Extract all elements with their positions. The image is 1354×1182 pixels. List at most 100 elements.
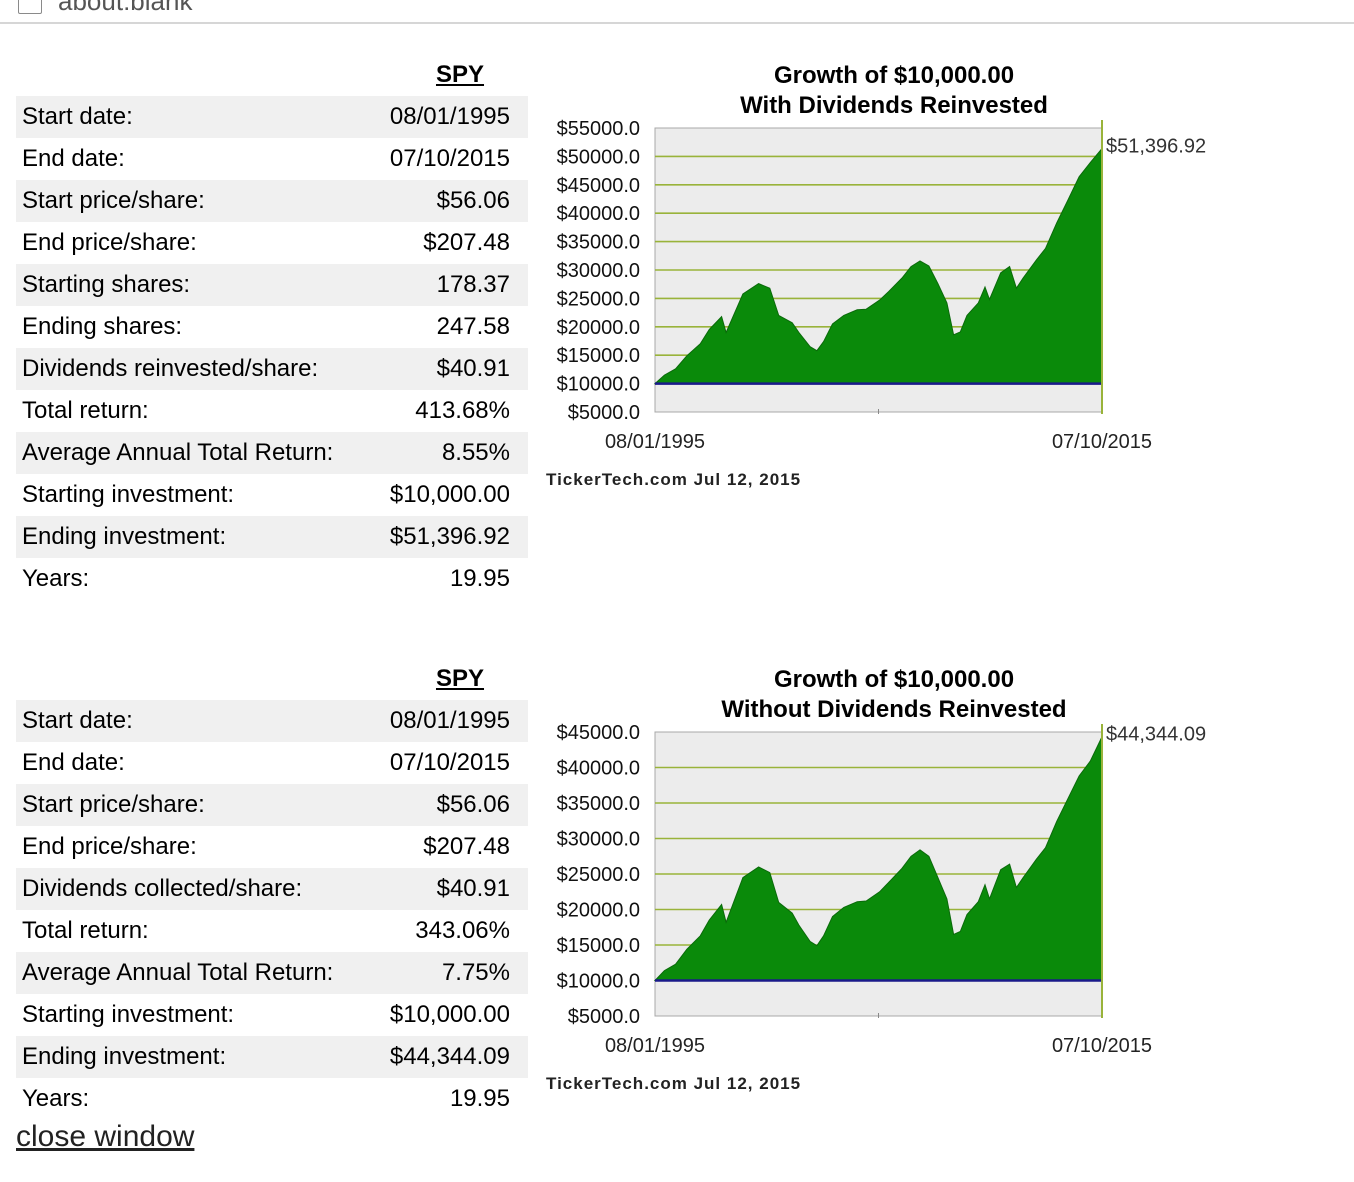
table-row: Start date: 08/01/1995 — [16, 700, 528, 742]
table-row: Years: 19.95 — [16, 558, 528, 600]
y-tick-label: $40000.0 — [557, 758, 640, 780]
url-text: about:blank — [58, 0, 193, 16]
x-start-label: 08/01/1995 — [605, 431, 705, 453]
page-icon — [18, 0, 42, 14]
row-label: End date: — [22, 145, 125, 172]
source-credit: TickerTech.com Jul 12, 2015 — [546, 470, 801, 489]
growth-area — [653, 736, 1103, 981]
row-value: 07/10/2015 — [389, 145, 510, 172]
table-row: Ending shares: 247.58 — [16, 306, 528, 348]
table-row: Years: 19.95 — [16, 1078, 528, 1120]
table-row: Total return: 413.68% — [16, 390, 528, 432]
row-value: 08/01/1995 — [374, 96, 528, 138]
table-row: Start date: 08/01/1995 — [16, 96, 528, 138]
y-tick-label: $15000.0 — [557, 345, 640, 367]
growth-area — [653, 147, 1103, 385]
table-row: End price/share: $207.48 — [16, 222, 528, 264]
row-label: Total return: — [22, 397, 149, 424]
row-label: Start price/share: — [16, 180, 375, 222]
stats-table-with-dividends: SPY Start date: 08/01/1995 End date: 07/10… — [16, 54, 528, 600]
table-row: Starting investment: $10,000.00 — [16, 474, 528, 516]
growth-chart-svg: Growth of $10,000.00 With Dividends Reinv… — [546, 62, 1206, 489]
table-row: Starting investment: $10,000.00 — [16, 994, 528, 1036]
row-label: Total return: — [22, 917, 149, 944]
table-row: Start price/share: $56.06 — [16, 784, 528, 826]
end-value-label: $51,396.92 — [1106, 135, 1206, 157]
symbol-label: SPY — [435, 61, 485, 88]
row-label: Starting investment: — [22, 481, 235, 508]
table-row: Average Annual Total Return: 8.55% — [16, 432, 528, 474]
row-label: Start price/share: — [16, 784, 375, 826]
chart-subtitle: With Dividends Reinvested — [740, 92, 1048, 119]
row-value: $56.06 — [374, 180, 528, 222]
table-row: End date: 07/10/2015 — [16, 138, 528, 180]
row-value: $10,000.00 — [389, 1001, 510, 1028]
table-row: Ending investment: $44,344.09 — [16, 1036, 528, 1078]
row-value: 08/01/1995 — [374, 700, 528, 742]
y-tick-label: $5000.0 — [568, 402, 640, 424]
row-label: Starting shares: — [16, 264, 375, 306]
y-tick-label: $30000.0 — [557, 829, 640, 851]
growth-chart-without-dividends: Growth of $10,000.00 Without Dividends Re… — [540, 658, 1240, 1113]
table-row: Starting shares: 178.37 — [16, 264, 528, 306]
y-tick-label: $25000.0 — [557, 864, 640, 886]
row-value: $56.06 — [374, 784, 528, 826]
row-value: $207.48 — [423, 229, 510, 256]
symbol-label: SPY — [435, 665, 485, 692]
row-value: 19.95 — [449, 565, 510, 592]
x-end-label: 07/10/2015 — [1052, 431, 1152, 453]
symbol-header: SPY — [16, 54, 528, 96]
row-label: Ending investment: — [16, 516, 375, 558]
table-row: Dividends reinvested/share: $40.91 — [16, 348, 528, 390]
row-label: Starting investment: — [22, 1001, 235, 1028]
y-tick-label: $40000.0 — [557, 203, 640, 225]
symbol-header: SPY — [16, 658, 528, 700]
source-credit: TickerTech.com Jul 12, 2015 — [546, 1074, 801, 1093]
y-tick-label: $15000.0 — [557, 935, 640, 957]
chart-title: Growth of $10,000.00 — [774, 666, 1014, 693]
table-row: End date: 07/10/2015 — [16, 742, 528, 784]
row-value: $44,344.09 — [374, 1036, 528, 1078]
y-tick-label: $20000.0 — [557, 900, 640, 922]
row-label: End price/share: — [22, 229, 197, 256]
growth-chart-with-dividends: Growth of $10,000.00 With Dividends Reinv… — [540, 54, 1240, 509]
y-tick-label: $10000.0 — [557, 971, 640, 993]
table-row: Average Annual Total Return: 7.75% — [16, 952, 528, 994]
y-tick-label: $45000.0 — [557, 722, 640, 744]
x-start-label: 08/01/1995 — [605, 1035, 705, 1057]
row-value: 247.58 — [436, 313, 510, 340]
y-tick-label: $50000.0 — [557, 146, 640, 168]
row-label: Years: — [22, 1085, 90, 1112]
y-tick-label: $5000.0 — [568, 1006, 640, 1028]
row-label: Average Annual Total Return: — [16, 952, 375, 994]
table-row: Ending investment: $51,396.92 — [16, 516, 528, 558]
y-tick-label: $35000.0 — [557, 793, 640, 815]
close-window-link[interactable]: close window — [16, 1120, 195, 1153]
row-label: Dividends collected/share: — [16, 868, 375, 910]
chart-subtitle: Without Dividends Reinvested — [721, 696, 1066, 723]
y-tick-label: $45000.0 — [557, 175, 640, 197]
y-tick-label: $30000.0 — [557, 260, 640, 282]
row-label: Dividends reinvested/share: — [16, 348, 375, 390]
row-label: End date: — [22, 749, 125, 776]
row-value: $40.91 — [374, 868, 528, 910]
row-value: 178.37 — [374, 264, 528, 306]
y-tick-label: $10000.0 — [557, 374, 640, 396]
address-bar[interactable]: about:blank — [0, 0, 1354, 24]
row-value: $207.48 — [423, 833, 510, 860]
row-label: Ending investment: — [16, 1036, 375, 1078]
table-row: Dividends collected/share: $40.91 — [16, 868, 528, 910]
y-tick-label: $35000.0 — [557, 232, 640, 254]
row-value: 8.55% — [374, 432, 528, 474]
row-label: Start date: — [16, 700, 375, 742]
y-tick-label: $20000.0 — [557, 317, 640, 339]
row-value: 19.95 — [449, 1085, 510, 1112]
y-tick-label: $25000.0 — [557, 288, 640, 310]
row-value: $10,000.00 — [389, 481, 510, 508]
row-value: $51,396.92 — [374, 516, 528, 558]
table-row: Total return: 343.06% — [16, 910, 528, 952]
row-value: $40.91 — [374, 348, 528, 390]
table-row: End price/share: $207.48 — [16, 826, 528, 868]
row-value: 413.68% — [415, 397, 510, 424]
growth-chart-svg: Growth of $10,000.00 Without Dividends Re… — [546, 666, 1206, 1093]
